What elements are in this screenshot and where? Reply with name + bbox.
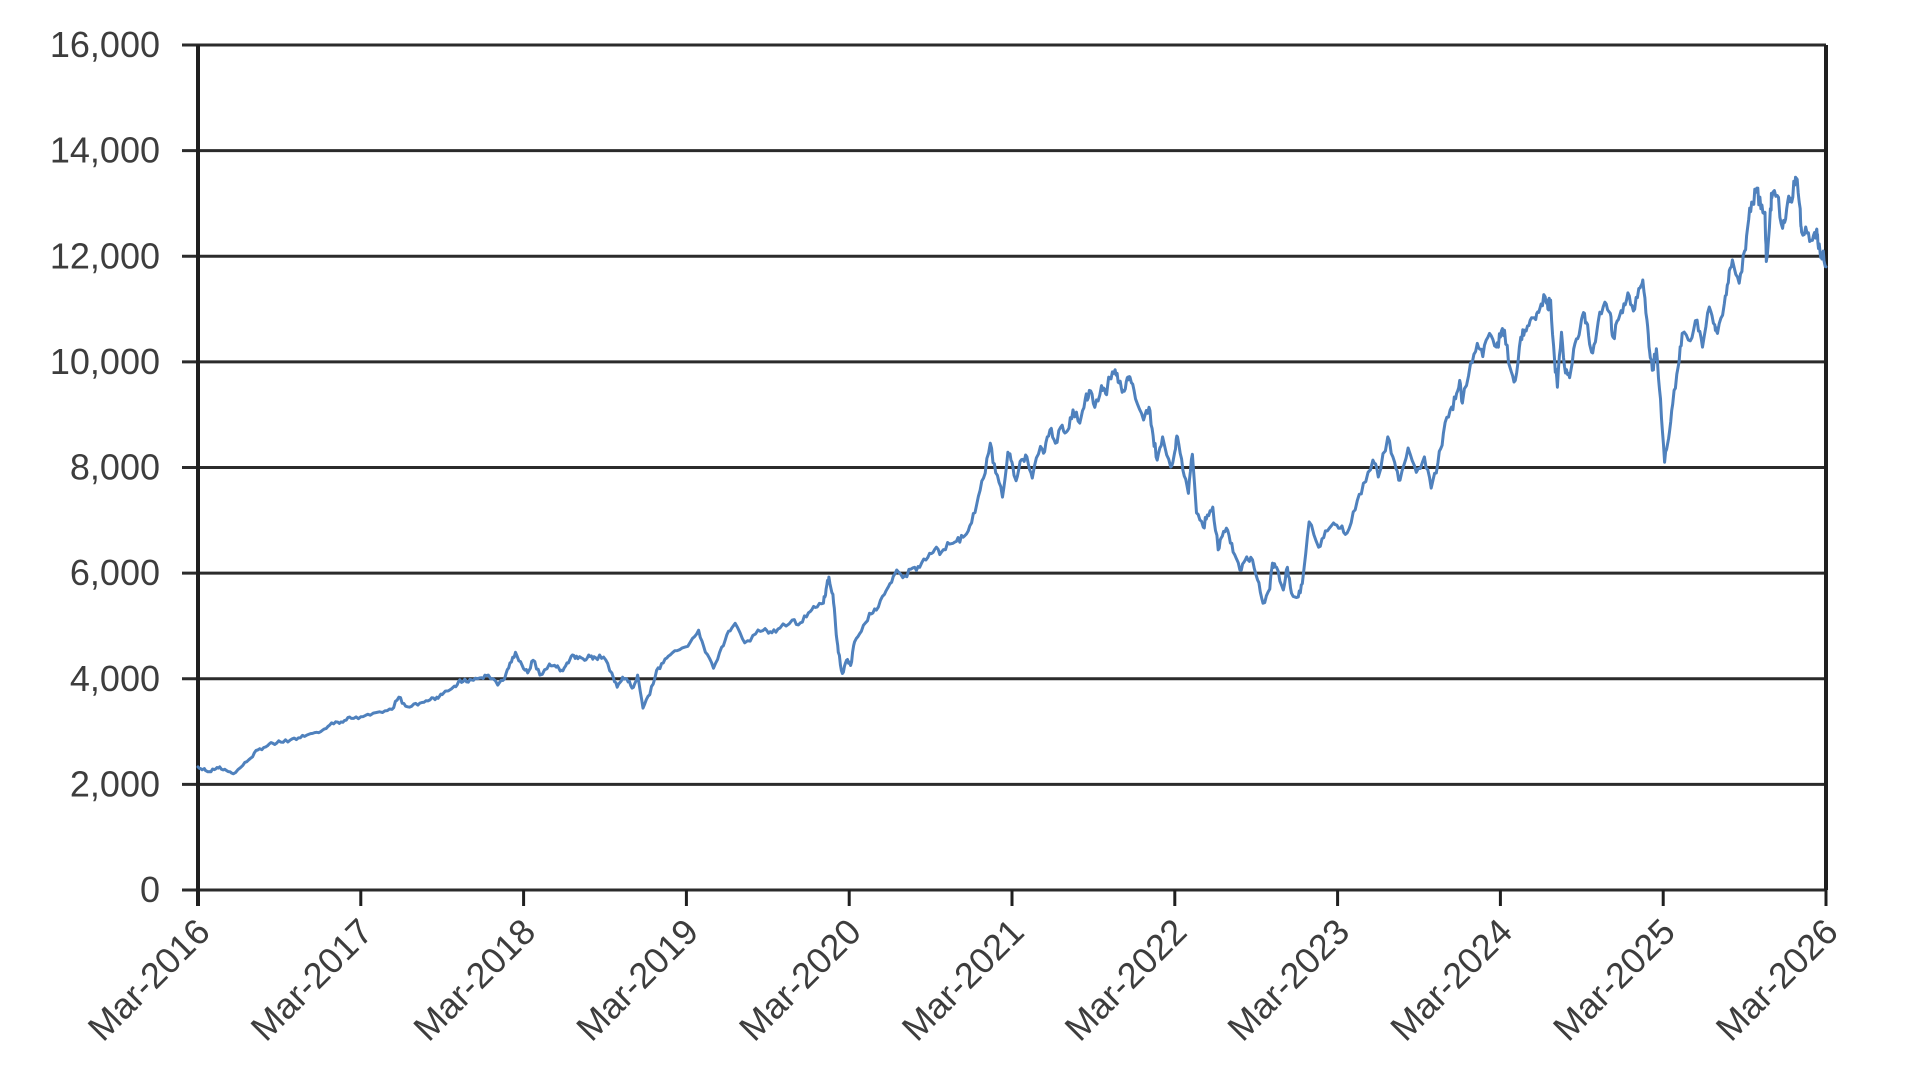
y-tick-label: 2,000 [70,763,160,804]
x-tick-label: Mar-2018 [405,911,543,1049]
x-tick-label: Mar-2025 [1545,911,1683,1049]
x-tick-label: Mar-2026 [1708,911,1846,1049]
x-tick-label: Mar-2017 [243,911,381,1049]
y-tick-label: 4,000 [70,658,160,699]
y-tick-label: 8,000 [70,447,160,488]
series-line [196,175,1828,776]
x-tick-label: Mar-2021 [894,911,1032,1049]
x-tick-label: Mar-2016 [80,911,218,1049]
y-tick-label: 6,000 [70,552,160,593]
y-tick-label: 0 [140,869,160,910]
x-tick-label: Mar-2023 [1219,911,1357,1049]
x-tick-label: Mar-2024 [1382,911,1520,1049]
x-tick-label: Mar-2022 [1057,911,1195,1049]
y-tick-label: 12,000 [50,235,160,276]
y-tick-label: 16,000 [50,24,160,65]
x-tick-label: Mar-2019 [568,911,706,1049]
y-tick-label: 14,000 [50,130,160,171]
y-tick-label: 10,000 [50,341,160,382]
x-tick-label: Mar-2020 [731,911,869,1049]
